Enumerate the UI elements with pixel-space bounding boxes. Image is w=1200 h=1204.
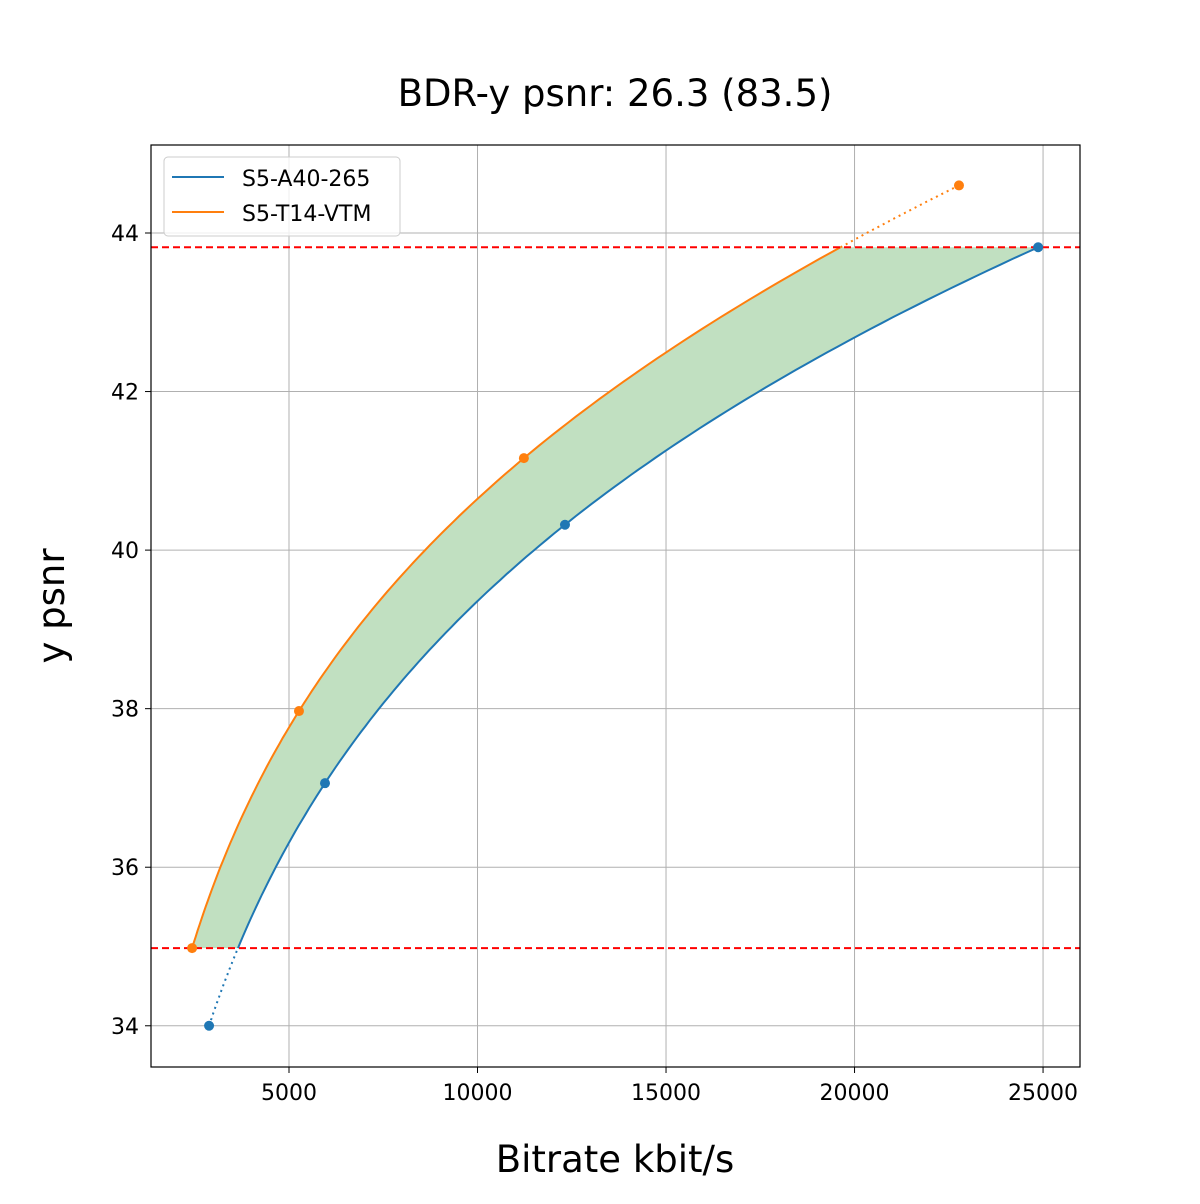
data-point-s5-a40-265 xyxy=(559,519,570,530)
data-point-s5-t14-vtm xyxy=(953,180,964,191)
y-tick-label: 36 xyxy=(111,856,139,881)
y-tick-label: 42 xyxy=(111,381,139,406)
y-tick-label: 38 xyxy=(111,698,139,723)
x-tick-label: 15000 xyxy=(631,1081,701,1106)
y-tick-label: 34 xyxy=(111,1015,139,1040)
data-point-s5-t14-vtm xyxy=(518,453,529,464)
data-point-s5-a40-265 xyxy=(204,1020,215,1031)
data-point-s5-a40-265 xyxy=(1033,242,1044,253)
legend: S5-A40-265 S5-T14-VTM xyxy=(163,156,401,237)
y-tick-label: 40 xyxy=(111,539,139,564)
curve-s5-t14-vtm xyxy=(191,246,841,949)
data-point-s5-t14-vtm xyxy=(187,943,198,954)
plot-frame xyxy=(150,144,1081,1068)
x-axis-label: Bitrate kbit/s xyxy=(496,1138,735,1181)
extrapolated-curve-s5-t14-vtm xyxy=(840,184,960,249)
curve-s5-a40-265 xyxy=(237,246,1039,949)
x-tick-label: 25000 xyxy=(1008,1081,1078,1106)
legend-label-s5-a40-265: S5-A40-265 xyxy=(242,167,370,192)
x-tick-label: 10000 xyxy=(443,1081,513,1106)
y-tick-label: 44 xyxy=(111,222,139,247)
extrapolated-curve-s5-a40-265 xyxy=(208,947,239,1027)
x-tick-label: 5000 xyxy=(261,1081,317,1106)
x-tick-label: 20000 xyxy=(820,1081,890,1106)
data-point-s5-a40-265 xyxy=(319,778,330,789)
y-axis-label: y psnr xyxy=(30,548,73,664)
data-point-s5-t14-vtm xyxy=(293,706,304,717)
legend-label-s5-t14-vtm: S5-T14-VTM xyxy=(242,202,371,227)
chart-title: BDR-y psnr: 26.3 (83.5) xyxy=(398,72,833,115)
bd-area-fill xyxy=(192,247,1039,949)
